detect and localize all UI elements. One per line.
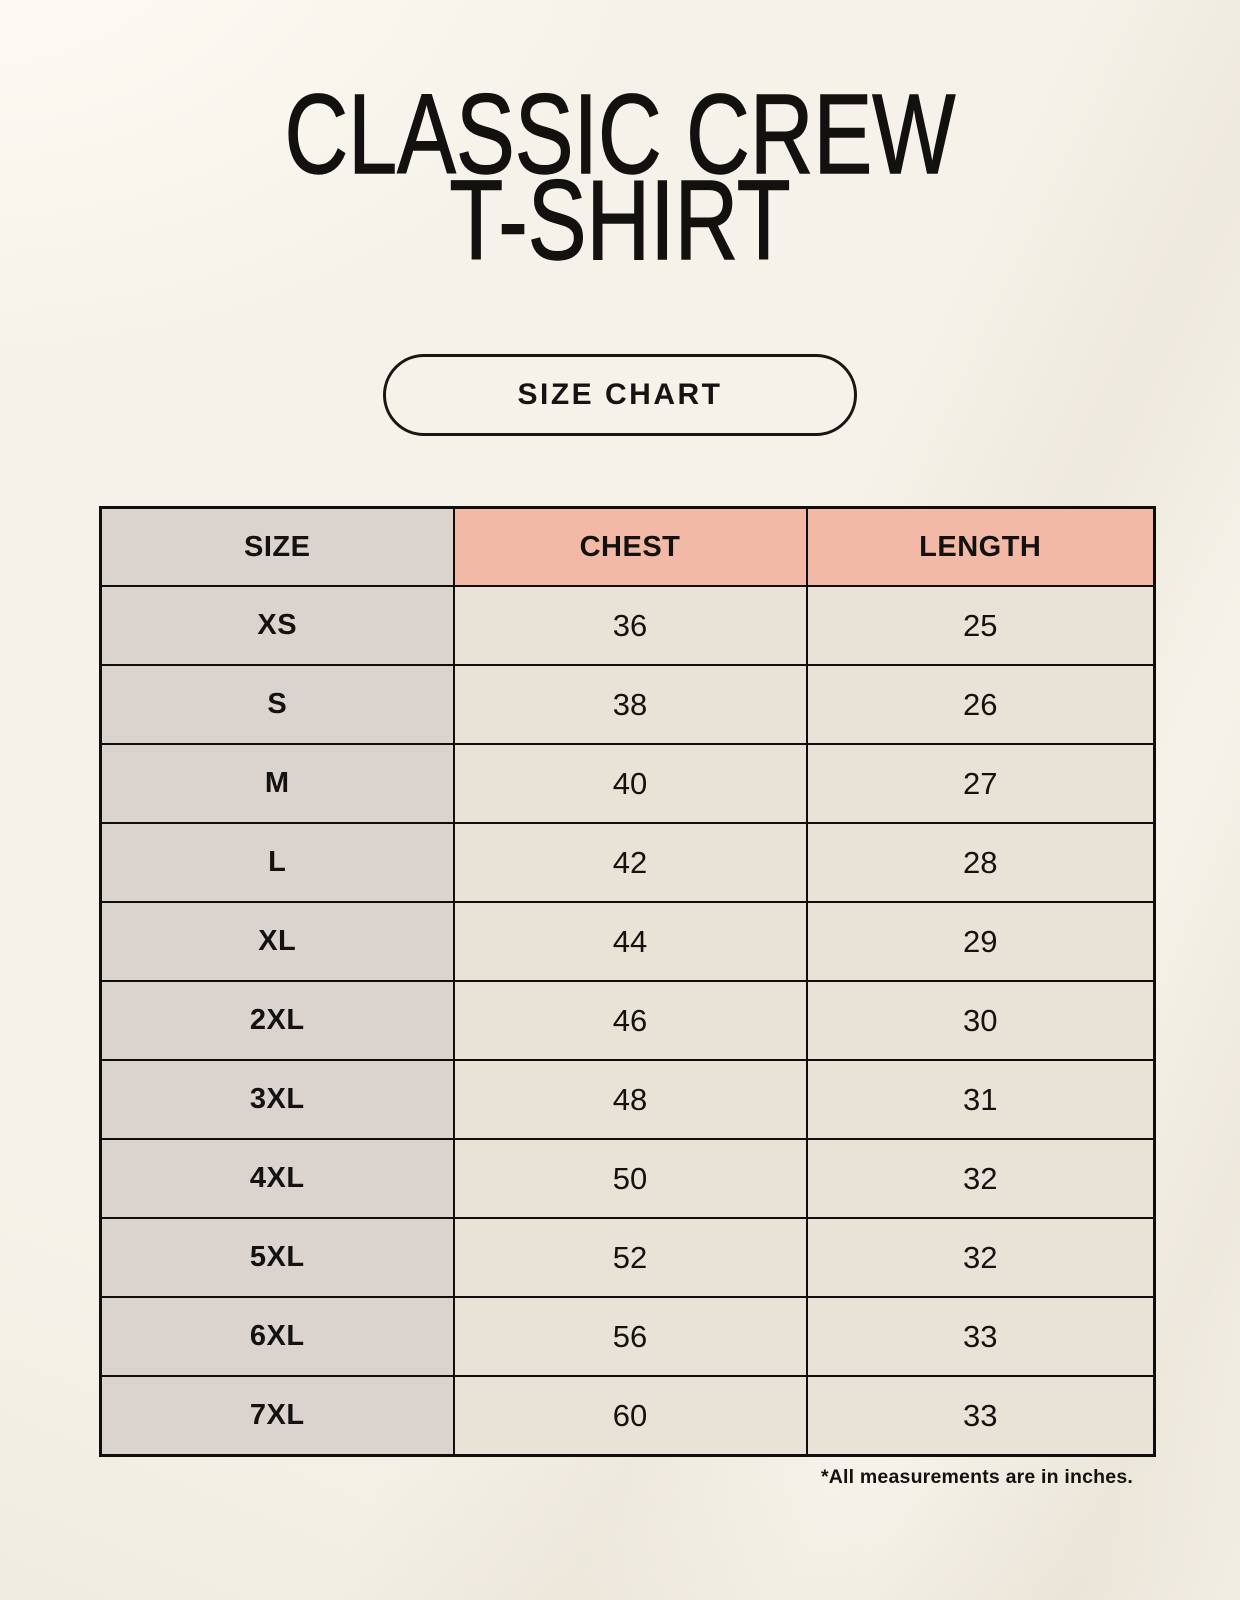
table-row: 2XL 46 30 [99,980,1156,1062]
length-cell: 32 [805,1217,1156,1299]
length-cell: 30 [805,980,1156,1062]
chest-cell: 44 [452,901,808,983]
length-cell: 33 [805,1375,1156,1457]
length-cell: 33 [805,1296,1156,1378]
column-header-length: LENGTH [805,506,1156,588]
table-row: XL 44 29 [99,901,1156,983]
size-cell: 3XL [99,1059,455,1141]
chest-cell: 56 [452,1296,808,1378]
size-cell: S [99,664,455,746]
table-row: 4XL 50 32 [99,1138,1156,1220]
table-row: L 42 28 [99,822,1156,904]
size-cell: 6XL [99,1296,455,1378]
size-cell: 2XL [99,980,455,1062]
chest-cell: 46 [452,980,808,1062]
length-cell: 25 [805,585,1156,667]
size-cell: XS [99,585,455,667]
button-row: SIZE CHART [0,353,1240,436]
length-cell: 27 [805,743,1156,825]
size-cell: 5XL [99,1217,455,1299]
chest-cell: 36 [452,585,808,667]
table-row: XS 36 25 [99,585,1156,667]
column-header-size: SIZE [99,506,455,588]
size-cell: L [99,822,455,904]
size-chart-button[interactable]: SIZE CHART [383,353,857,436]
chest-cell: 42 [452,822,808,904]
size-cell: 7XL [99,1375,455,1457]
length-cell: 31 [805,1059,1156,1141]
length-cell: 28 [805,822,1156,904]
chest-cell: 38 [452,664,808,746]
length-cell: 26 [805,664,1156,746]
column-header-chest: CHEST [452,506,808,588]
page-title-line-2: T-SHIRT [449,156,791,283]
page-title-line-1: CLASSIC CREW [284,71,956,197]
chest-cell: 52 [452,1217,808,1299]
chest-cell: 50 [452,1138,808,1220]
footnote-row: *All measurements are in inches. [99,1466,1153,1489]
measurements-footnote: *All measurements are in inches. [820,1465,1133,1488]
length-cell: 32 [805,1138,1156,1220]
table-row: M 40 27 [99,743,1156,825]
chest-cell: 60 [452,1375,808,1457]
table-header-row: SIZE CHEST LENGTH [99,506,1156,588]
table-row: S 38 26 [99,664,1156,746]
chest-cell: 40 [452,743,808,825]
size-cell: XL [99,901,455,983]
title-block: CLASSIC CREW T-SHIRT [0,0,1240,283]
page-title: CLASSIC CREW T-SHIRT [0,71,1240,283]
size-table: SIZE CHEST LENGTH XS 36 25 S 38 26 M 40 … [99,505,1156,1457]
chest-cell: 48 [452,1059,808,1141]
size-cell: M [99,743,455,825]
table-row: 7XL 60 33 [99,1375,1156,1457]
table-row: 6XL 56 33 [99,1296,1156,1378]
length-cell: 29 [805,901,1156,983]
table-row: 5XL 52 32 [99,1217,1156,1299]
table-row: 3XL 48 31 [99,1059,1156,1141]
size-cell: 4XL [99,1138,455,1220]
